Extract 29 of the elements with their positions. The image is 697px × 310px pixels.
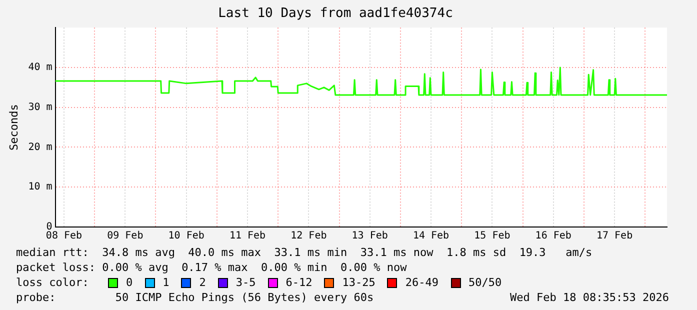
text: Wed Feb 18 08:35:53 2026: [510, 290, 669, 305]
x-tick-label: 11 Feb: [229, 230, 266, 242]
x-tick-label: 15 Feb: [474, 230, 510, 242]
legend-label: 13-25: [342, 275, 376, 290]
legend-title: loss color:: [16, 275, 90, 290]
x-tick-label: 13 Feb: [352, 230, 388, 242]
text: median rtt: 34.8 ms avg 40.0 ms max 33.1 ms min 33.1 ms now 1.8 ms sd 19.3 am/s: [16, 245, 594, 260]
y-tick-label: 10 m: [28, 182, 52, 193]
x-tick-label: 09 Feb: [107, 230, 144, 242]
text: probe: 50 ICMP Echo Pings (56 Bytes) every 60s: [16, 290, 374, 305]
legend-label: 0: [126, 275, 133, 290]
x-tick-label: 16 Feb: [535, 230, 572, 242]
x-tick-label: 12 Feb: [290, 230, 327, 242]
x-tick-label: 10 Feb: [168, 230, 204, 242]
legend-label: 50/50: [468, 275, 502, 290]
x-tick-label: 17 Feb: [596, 230, 633, 242]
legend-label: 6-12: [286, 275, 312, 290]
x-tick-label: 14 Feb: [412, 230, 450, 242]
x-tick-label: 08 Feb: [46, 230, 82, 242]
y-tick-label: 30 m: [28, 102, 52, 113]
legend-label: 2: [199, 275, 206, 290]
text: packet loss: 0.00 % avg 0.17 % max 0.00 % min 0.00 % now: [16, 260, 408, 275]
y-axis-title: Seconds: [7, 104, 20, 150]
legend-label: 3-5: [236, 275, 256, 290]
chart-title: Last 10 Days from aad1fe40374c: [218, 6, 453, 22]
legend-label: 26-49: [405, 275, 438, 290]
y-tick-label: 40 m: [28, 62, 52, 74]
y-tick-label: 20 m: [28, 142, 52, 153]
legend-label: 1: [162, 275, 170, 290]
